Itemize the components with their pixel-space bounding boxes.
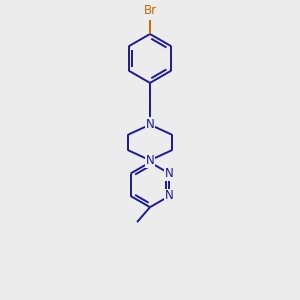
Text: N: N	[146, 154, 154, 167]
Text: Br: Br	[143, 4, 157, 17]
Text: N: N	[146, 118, 154, 131]
Text: N: N	[165, 167, 174, 180]
Text: N: N	[165, 190, 174, 202]
